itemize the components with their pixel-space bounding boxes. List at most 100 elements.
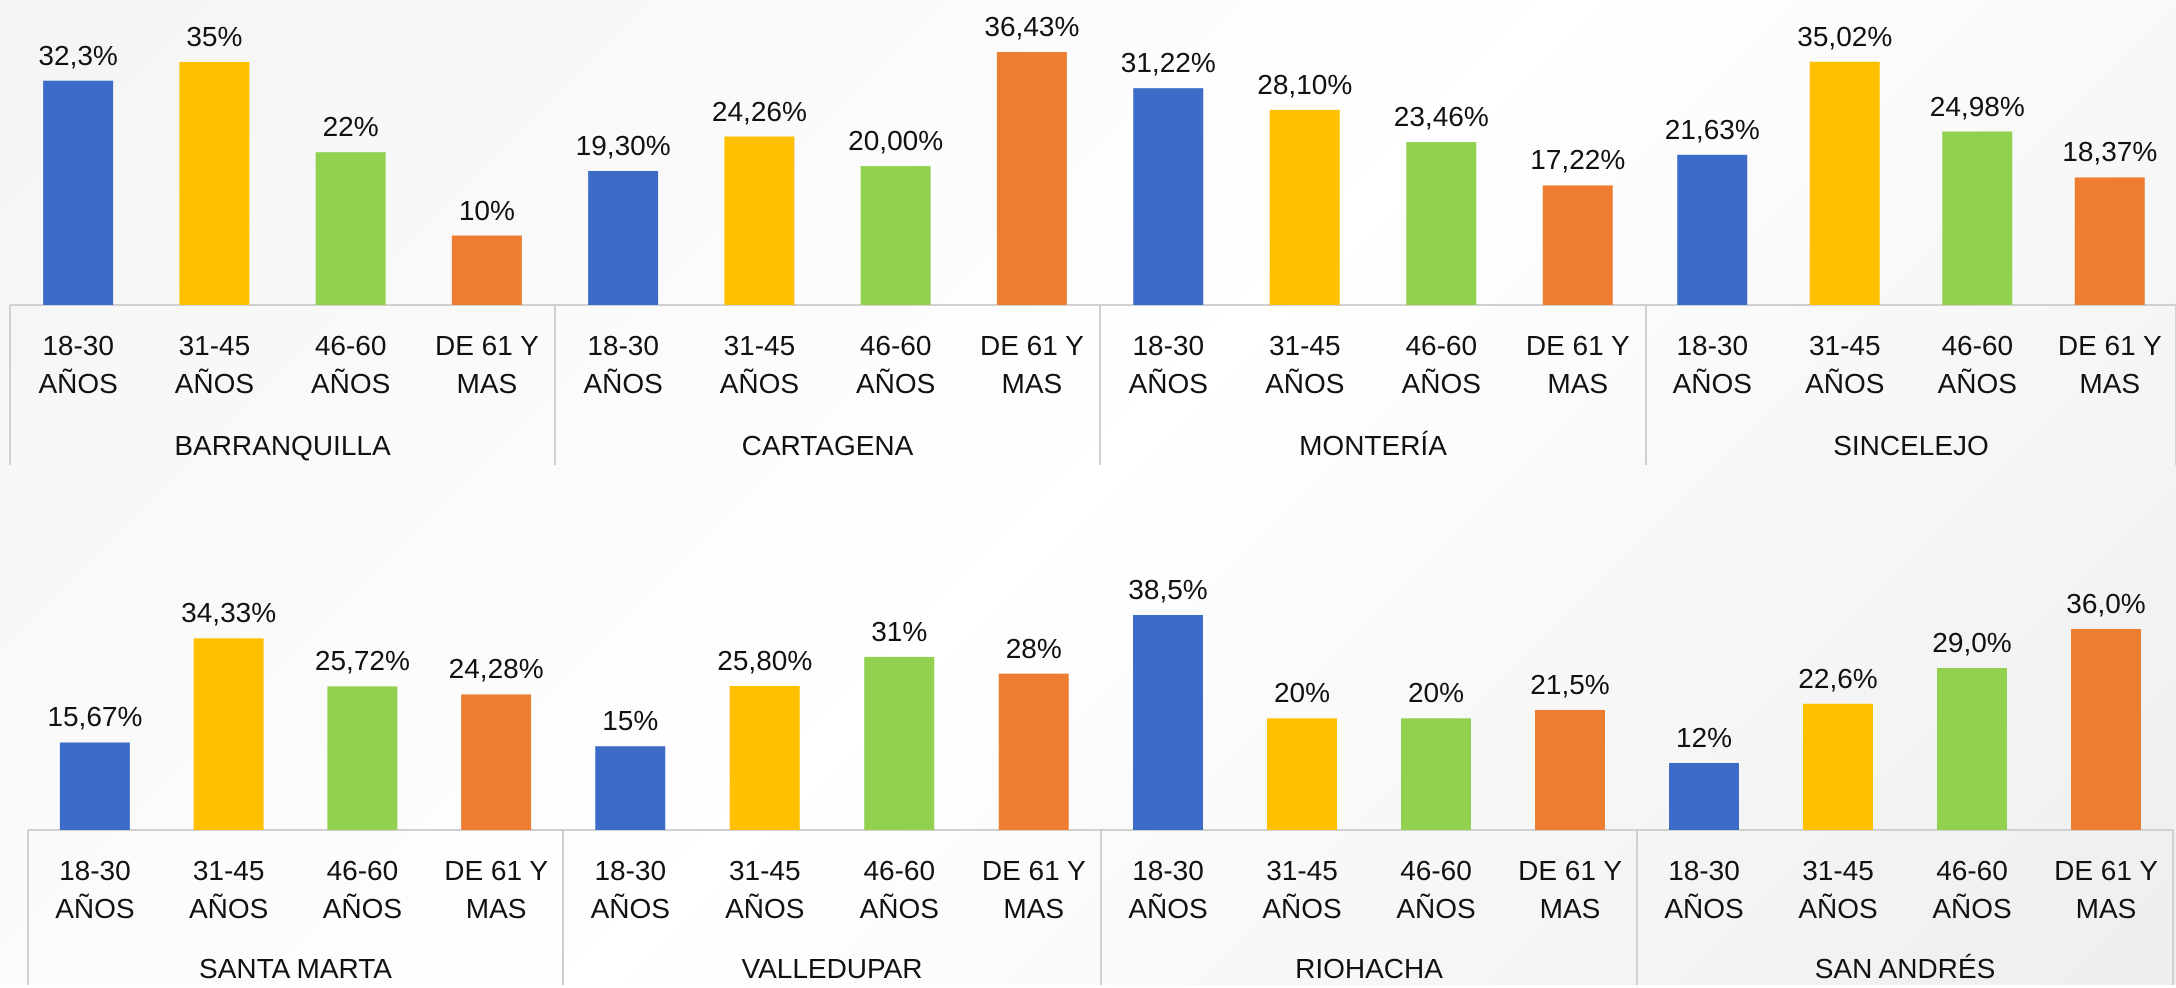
bar — [998, 673, 1069, 830]
value-label: 32,3% — [38, 39, 118, 71]
category-label: DE 61 Y MAS — [2057, 330, 2162, 399]
value-label: 25,80% — [717, 644, 813, 676]
bar — [864, 656, 935, 830]
bar — [1133, 88, 1204, 305]
value-label: 22,6% — [1798, 662, 1878, 694]
value-label: 22% — [322, 111, 379, 143]
category-label: 31-45 AÑOS — [188, 855, 269, 924]
value-label: 10% — [458, 194, 515, 226]
category-label: 18-30 AÑOS — [1664, 855, 1744, 924]
bar — [43, 80, 114, 305]
bar — [1809, 61, 1880, 305]
value-label: 31,22% — [1120, 47, 1216, 79]
category-label: 18-30 AÑOS — [1672, 330, 1752, 399]
value-label: 24,98% — [1929, 90, 2025, 122]
value-label: 34,33% — [181, 597, 277, 629]
value-label: 15,67% — [47, 701, 143, 733]
category-label: DE 61 Y MAS — [1525, 330, 1630, 399]
category-label: 31-45 AÑOS — [719, 330, 800, 399]
bar — [1406, 142, 1477, 305]
category-label: DE 61 Y MAS — [979, 330, 1084, 399]
value-label: 24,28% — [448, 653, 544, 685]
value-label: 20% — [1273, 677, 1331, 709]
category-label: DE 61 Y MAS — [981, 855, 1086, 924]
value-label: 36,0% — [2066, 587, 2146, 619]
group-label: VALLEDUPAR — [741, 953, 923, 984]
category-label: 46-60 AÑOS — [322, 855, 403, 924]
bar — [2071, 628, 2141, 830]
value-label: 21,63% — [1664, 113, 1760, 145]
category-label: 31-45 AÑOS — [1798, 855, 1878, 924]
category-label: 31-45 AÑOS — [1265, 330, 1345, 399]
bar — [1401, 718, 1471, 830]
value-label: 31% — [871, 615, 928, 647]
value-label: 17,22% — [1530, 144, 1626, 176]
bar — [595, 746, 666, 830]
bar — [996, 52, 1067, 305]
group-label: MONTERÍA — [1299, 430, 1447, 461]
value-label: 35,02% — [1797, 20, 1893, 52]
group-label: SINCELEJO — [1833, 430, 1989, 461]
value-label: 21,5% — [1530, 668, 1610, 700]
bar — [1133, 615, 1203, 830]
bar — [1669, 762, 1739, 830]
bar — [1269, 109, 1340, 305]
group-label: CARTAGENA — [741, 430, 914, 461]
value-label: 36,43% — [984, 11, 1080, 42]
bar — [1942, 131, 2013, 305]
value-label: 19,30% — [575, 129, 671, 161]
value-label: 18,37% — [2062, 136, 2158, 168]
value-label: 28,10% — [1257, 68, 1353, 100]
bar — [724, 136, 795, 305]
bar — [315, 152, 386, 305]
bar — [193, 638, 264, 830]
value-label: 15% — [602, 705, 659, 737]
value-label: 28% — [1005, 632, 1062, 664]
category-label: 46-60 AÑOS — [1932, 855, 2012, 924]
category-label: DE 61 Y MAS — [444, 855, 549, 924]
bar — [1535, 709, 1605, 830]
value-label: 24,26% — [711, 95, 807, 127]
group-label: SAN ANDRÉS — [1814, 953, 1996, 984]
value-label: 23,46% — [1393, 101, 1489, 133]
category-label: 46-60 AÑOS — [1401, 330, 1481, 399]
value-label: 25,72% — [314, 645, 410, 677]
bar — [461, 694, 532, 830]
value-label: 20% — [1407, 677, 1465, 709]
value-label: 20,00% — [848, 125, 944, 157]
bar — [860, 166, 931, 305]
bar — [588, 170, 659, 305]
bar — [1267, 718, 1337, 830]
category-label: 31-45 AÑOS — [1805, 330, 1885, 399]
value-label: 38,5% — [1128, 574, 1208, 605]
category-label: 18-30 AÑOS — [1128, 330, 1208, 399]
group-label: SANTA MARTA — [199, 953, 392, 984]
category-label: 46-60 AÑOS — [1937, 330, 2017, 399]
bar — [2074, 177, 2145, 305]
bar — [179, 61, 250, 306]
bar — [1542, 185, 1613, 305]
bar — [59, 742, 130, 830]
category-label: DE 61 Y MAS — [2054, 855, 2158, 924]
value-label: 12% — [1675, 721, 1733, 753]
category-label: 46-60 AÑOS — [310, 330, 391, 399]
category-label: 18-30 AÑOS — [38, 330, 118, 399]
bar — [1803, 703, 1873, 830]
category-label: 31-45 AÑOS — [174, 330, 255, 399]
category-label: 46-60 AÑOS — [1396, 855, 1476, 924]
category-label: 31-45 AÑOS — [725, 855, 805, 924]
category-label: 46-60 AÑOS — [859, 855, 939, 924]
bar — [1937, 668, 2007, 830]
group-label: BARRANQUILLA — [174, 430, 391, 461]
bar — [451, 235, 522, 305]
value-label: 29,0% — [1932, 627, 2012, 659]
category-label: 18-30 AÑOS — [55, 855, 135, 924]
group-label: RIOHACHA — [1295, 953, 1443, 984]
category-label: DE 61 Y MAS — [1518, 855, 1622, 924]
category-label: 18-30 AÑOS — [583, 330, 663, 399]
category-label: 18-30 AÑOS — [590, 855, 670, 924]
category-label: 31-45 AÑOS — [1262, 855, 1342, 924]
value-label: 35% — [186, 20, 243, 52]
